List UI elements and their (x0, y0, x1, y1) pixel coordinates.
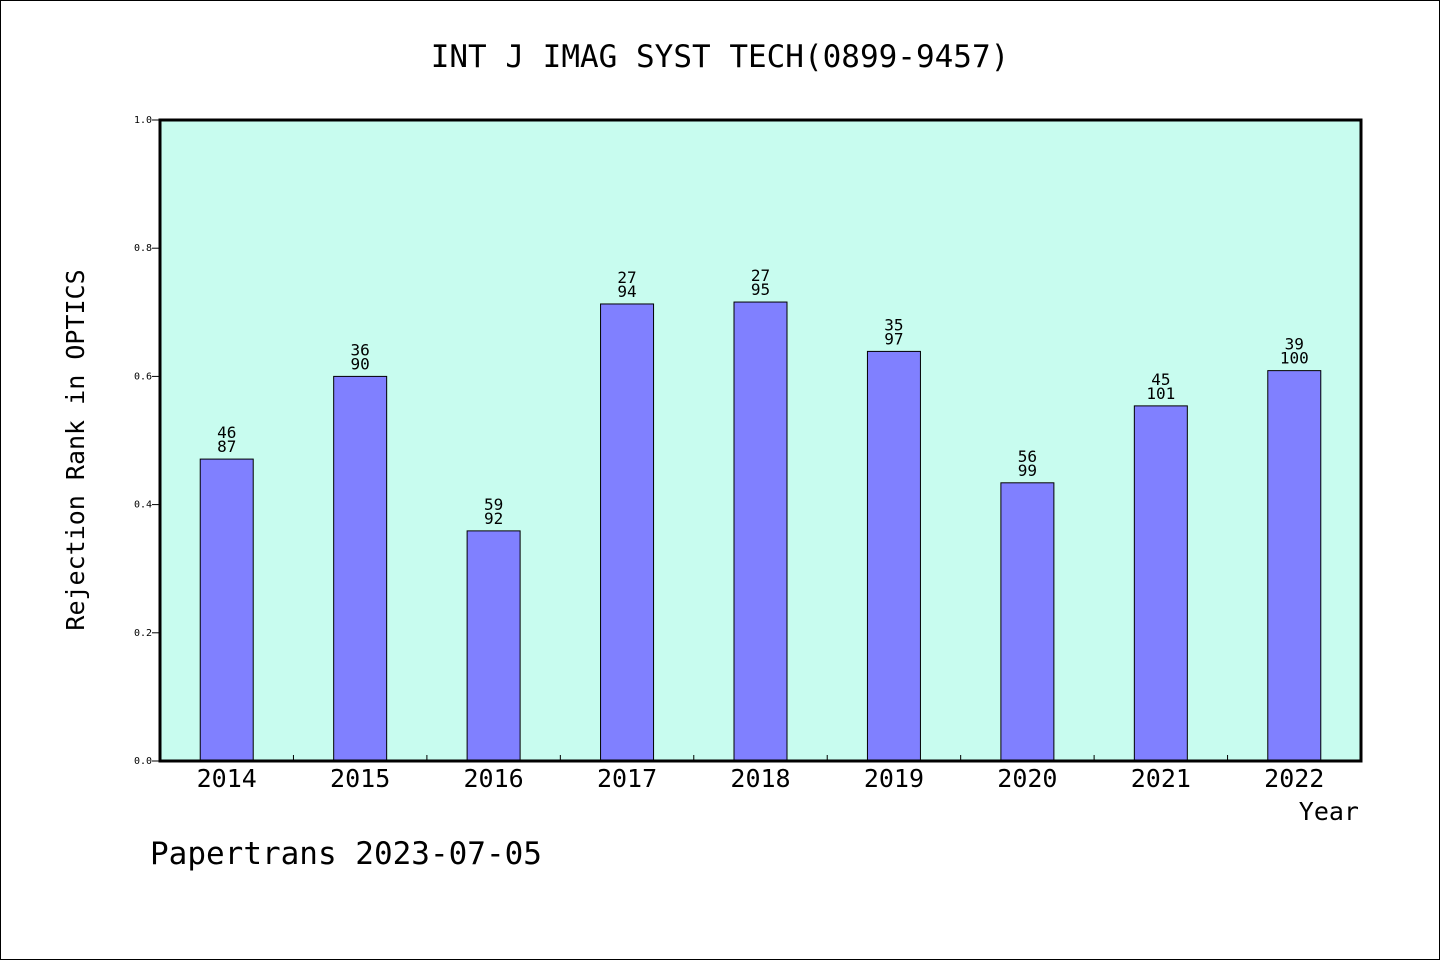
y-tick-label: 0.8 (134, 243, 152, 254)
bar-label-bottom: 94 (617, 282, 636, 301)
x-axis-labels: 2014 2015 2016 2017 2018 2019 2020 2021 2022 (197, 764, 1325, 793)
y-axis-title: Rejection Rank in OPTICS (61, 269, 90, 630)
bar-label-bottom: 101 (1146, 384, 1175, 403)
y-axis: 0.0 0.2 0.4 0.6 0.8 1.0 (134, 115, 160, 767)
bar-label-bottom: 100 (1280, 349, 1309, 368)
bar-label-top: 46 (217, 423, 236, 442)
bar (866, 350, 921, 762)
x-tick-label: 2015 (330, 764, 390, 793)
bar-label-top: 56 (1018, 447, 1037, 466)
bar (1000, 482, 1055, 762)
y-tick-label: 0.4 (134, 500, 152, 511)
bar-label-bottom: 92 (484, 509, 503, 528)
bar-label-bottom: 95 (751, 280, 770, 299)
x-tick-label: 2016 (464, 764, 524, 793)
bar-label-top: 27 (751, 266, 770, 285)
bar-label-bottom: 90 (351, 354, 370, 373)
bar-label-bottom: 99 (1018, 461, 1037, 480)
bar (733, 301, 788, 762)
chart-title: INT J IMAG SYST TECH(0899-9457) (431, 39, 1010, 75)
plot-border (158, 118, 1363, 763)
bar-label-top: 35 (884, 315, 903, 334)
bar (1267, 370, 1322, 762)
bar-label-top: 45 (1151, 370, 1170, 389)
footer-credit: Papertrans 2023-07-05 (150, 836, 542, 872)
x-tick-label: 2019 (864, 764, 924, 793)
bar-label-bottom: 87 (217, 437, 236, 456)
x-tick-label: 2014 (197, 764, 257, 793)
bar-label-top: 27 (617, 268, 636, 287)
bar (199, 458, 254, 762)
bar-label-top: 36 (351, 340, 370, 359)
bar (333, 375, 388, 762)
y-tick-label: 0.6 (134, 371, 152, 382)
bar (600, 303, 655, 762)
bar-label-bottom: 97 (884, 329, 903, 348)
x-tick-label: 2020 (997, 764, 1057, 793)
x-tick-label: 2022 (1264, 764, 1324, 793)
bar-label-top: 39 (1285, 335, 1304, 354)
bar (1133, 405, 1188, 762)
y-tick-label: 0.0 (134, 756, 152, 767)
x-tick-label: 2017 (597, 764, 657, 793)
y-tick-label: 1.0 (134, 115, 152, 126)
bars (199, 301, 1322, 762)
y-tick-label: 0.2 (134, 628, 152, 639)
x-axis-title: Year (1299, 797, 1359, 826)
x-tick-label: 2018 (730, 764, 790, 793)
x-tick-label: 2021 (1131, 764, 1191, 793)
bar (466, 530, 521, 762)
bar-label-top: 59 (484, 495, 503, 514)
